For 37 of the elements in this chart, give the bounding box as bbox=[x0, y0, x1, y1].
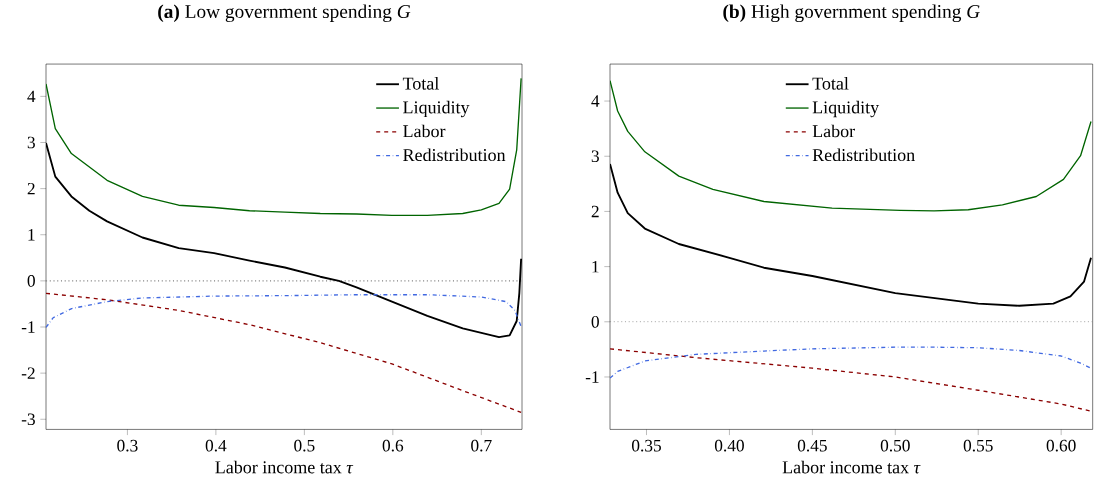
y-tick-label: -2 bbox=[21, 367, 35, 379]
x-tick-label: 0.35 bbox=[632, 439, 661, 452]
x-tick-label: 0.6 bbox=[382, 439, 404, 452]
x-tick-label: 0.45 bbox=[797, 439, 827, 452]
y-tick-label: 3 bbox=[27, 136, 35, 149]
y-tick-label: -1 bbox=[585, 371, 599, 383]
y-tick-label: 2 bbox=[27, 182, 35, 195]
chart-title: (a) Low government spending G bbox=[158, 4, 411, 22]
legend-label: Liquidity bbox=[812, 100, 880, 117]
x-tick-label: 0.4 bbox=[205, 439, 227, 452]
y-tick-label: 1 bbox=[592, 260, 599, 273]
x-tick-label: 0.50 bbox=[880, 439, 910, 452]
y-tick-label: 2 bbox=[591, 205, 599, 217]
legend-label: Liquidity bbox=[403, 100, 470, 117]
legend-label: Total bbox=[812, 76, 849, 90]
y-tick-label: 1 bbox=[28, 228, 35, 241]
x-tick-label: 0.60 bbox=[1046, 439, 1076, 452]
legend-label: Labor bbox=[812, 124, 855, 138]
x-tick-label: 0.3 bbox=[117, 439, 138, 452]
legend-label: Total bbox=[402, 76, 439, 90]
legend-label: Labor bbox=[403, 124, 446, 138]
x-tick-label: 0.55 bbox=[963, 439, 993, 452]
y-tick-label: -3 bbox=[21, 413, 35, 425]
x-tick-label: 0.7 bbox=[471, 439, 492, 452]
y-tick-label: -1 bbox=[21, 321, 35, 333]
x-tick-label: 0.40 bbox=[714, 439, 744, 452]
y-tick-label: 0 bbox=[591, 315, 599, 328]
x-tick-label: 0.5 bbox=[294, 439, 315, 452]
legend-label: Redistribution bbox=[812, 148, 915, 161]
y-tick-label: 3 bbox=[591, 150, 599, 162]
x-axis-title: Labor income tax τ bbox=[782, 460, 921, 474]
chart-title: (b) High government spending G bbox=[723, 4, 980, 22]
y-tick-label: 0 bbox=[27, 274, 35, 287]
y-tick-label: 4 bbox=[591, 95, 600, 107]
legend-label: Redistribution bbox=[403, 148, 506, 161]
y-tick-label: 4 bbox=[27, 90, 36, 102]
x-axis-title: Labor income tax τ bbox=[215, 460, 354, 474]
